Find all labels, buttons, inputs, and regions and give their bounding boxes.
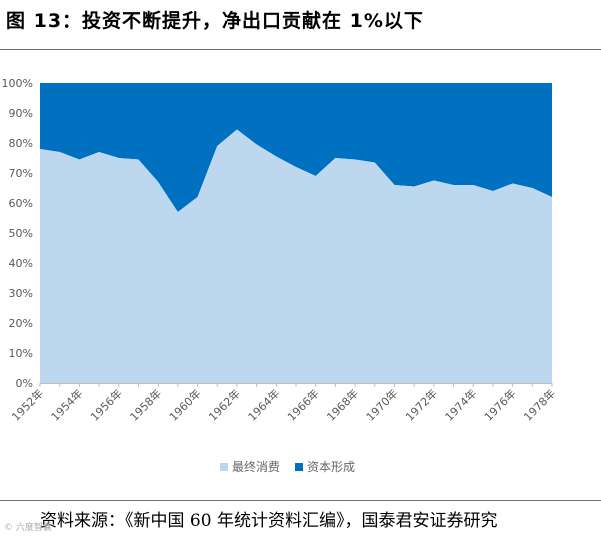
legend-swatch-capital <box>295 462 303 471</box>
x-tick-label: 1960年 <box>166 386 203 423</box>
y-tick-label: 50% <box>9 227 33 240</box>
page-title: 图 13：投资不断提升，净出口贡献在 1%以下 <box>6 10 424 32</box>
x-tick-label: 1976年 <box>481 386 518 423</box>
y-tick-label: 70% <box>9 167 33 180</box>
x-tick-label: 1966年 <box>284 386 321 423</box>
x-tick-label: 1978年 <box>521 386 558 423</box>
y-tick-label: 10% <box>9 347 33 360</box>
y-tick-label: 40% <box>9 257 33 270</box>
legend-item-capital: 资本形成 <box>295 458 355 475</box>
y-tick-label: 90% <box>9 107 33 120</box>
plot-area <box>40 83 552 383</box>
area-series-consumption <box>40 129 552 383</box>
x-tick-label: 1962年 <box>206 386 243 423</box>
x-tick-label: 1964年 <box>245 386 282 423</box>
x-tick-label: 1974年 <box>442 386 479 423</box>
y-tick-label: 80% <box>9 137 33 150</box>
x-axis: 1952年 1954年 1956年 1958年 1960年 1962年 1964年 1966年… <box>9 383 558 424</box>
y-tick-label: 20% <box>9 317 33 330</box>
x-tick-label: 1972年 <box>402 386 439 423</box>
legend-swatch-consumption <box>220 462 228 471</box>
y-tick-label: 60% <box>9 197 33 210</box>
y-tick-label: 0% <box>16 377 33 390</box>
legend-label-consumption: 最终消费 <box>232 460 281 474</box>
y-tick-label: 100% <box>2 77 33 90</box>
x-tick-label: 1956年 <box>87 386 124 423</box>
y-tick-label: 30% <box>9 287 33 300</box>
watermark: © 六度智囊 <box>4 523 52 533</box>
area-chart: 0%10%20%30%40%50%60%70%80%90%100% 1952年 1… <box>2 77 559 424</box>
x-tick-label: 1970年 <box>363 386 400 423</box>
x-tick-label: 1968年 <box>324 386 361 423</box>
top-divider <box>0 49 601 50</box>
x-tick-label: 1958年 <box>127 386 164 423</box>
y-axis: 0% 10% 20% 30% 40% 50% 60% 70% 80% 90% 100% <box>2 77 33 390</box>
legend-item-consumption: 最终消费 <box>220 458 280 475</box>
bottom-divider <box>0 500 601 501</box>
x-tick-label: 1954年 <box>48 386 85 423</box>
x-tick-label: 1952年 <box>9 386 46 423</box>
legend-label-capital: 资本形成 <box>307 460 356 474</box>
area-series-capital <box>40 83 552 212</box>
source-note: 资料来源：《新中国 60 年统计资料汇编》，国泰君安证券研究 <box>40 511 498 531</box>
